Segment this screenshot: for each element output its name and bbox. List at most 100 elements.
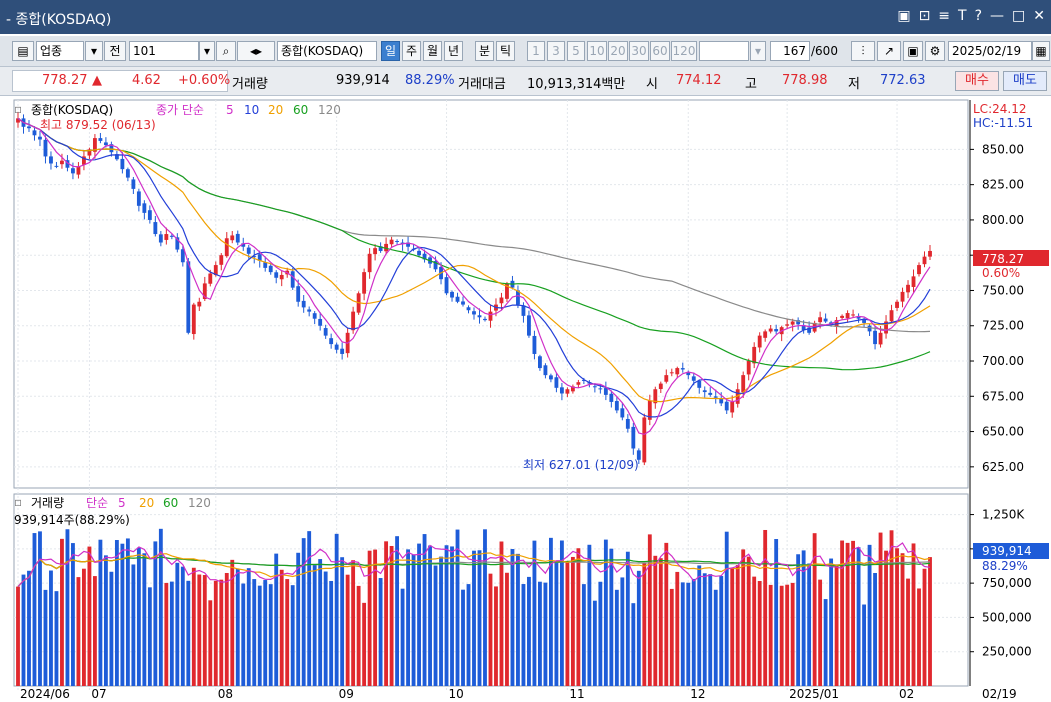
- prev-next-icon[interactable]: ◂▸: [237, 41, 275, 61]
- volume-bar: [301, 538, 306, 686]
- period-day-tab[interactable]: 일: [381, 41, 400, 61]
- volume-bar: [603, 539, 608, 686]
- volume-bar: [439, 556, 443, 686]
- interval-120[interactable]: 120: [671, 41, 697, 61]
- interval-custom-input[interactable]: [699, 41, 749, 61]
- popup-icon[interactable]: ⊡: [918, 8, 931, 24]
- volume-bar: [367, 550, 372, 686]
- volume-bar: [796, 554, 801, 686]
- volume-bar: [851, 540, 856, 686]
- volume-bar: [98, 539, 103, 686]
- candle-body: [620, 408, 625, 418]
- candle-body: [103, 142, 108, 146]
- candle-body: [691, 376, 696, 381]
- candle-body: [76, 166, 81, 175]
- close-button[interactable]: ✕: [1033, 8, 1045, 24]
- interval-20[interactable]: 20: [608, 41, 628, 61]
- volume-bar: [856, 547, 861, 686]
- volume-bar: [246, 568, 251, 686]
- period-year-tab[interactable]: 년: [444, 41, 463, 61]
- candle-body: [746, 361, 751, 375]
- calendar-icon[interactable]: ▦: [1032, 41, 1050, 61]
- period-week-tab[interactable]: 주: [402, 41, 421, 61]
- sell-button[interactable]: 매도: [1003, 71, 1047, 91]
- buy-button[interactable]: 매수: [955, 71, 999, 91]
- minimize-button[interactable]: —: [990, 8, 1005, 24]
- candle-body: [873, 330, 877, 345]
- market-type-dropdown-icon[interactable]: ▾: [85, 41, 103, 61]
- candle-body: [570, 386, 575, 392]
- candle-body: [362, 272, 367, 294]
- maximize-button[interactable]: □: [1012, 8, 1026, 24]
- interval-3[interactable]: 3: [547, 41, 565, 61]
- x-axis-label: 12: [690, 687, 705, 701]
- volume-bar: [378, 578, 383, 686]
- chart-canvas[interactable]: 850.00825.00800.00775.00750.00725.00700.…: [0, 96, 1051, 702]
- indicator-icon[interactable]: ⫶: [851, 41, 875, 61]
- interval-5[interactable]: 5: [567, 41, 585, 61]
- hc-readout: HC:-11.51: [973, 116, 1033, 130]
- candle-body: [472, 311, 476, 315]
- search-icon[interactable]: ⌕: [216, 41, 236, 61]
- volume-bar: [54, 591, 59, 686]
- volume-bar: [334, 533, 339, 686]
- interval-30[interactable]: 30: [629, 41, 649, 61]
- candle-body: [625, 418, 630, 429]
- interval-10[interactable]: 10: [587, 41, 607, 61]
- volume-bar: [763, 529, 768, 686]
- drawing-tools-icon[interactable]: ↗: [877, 41, 901, 61]
- font-icon[interactable]: T: [958, 8, 967, 24]
- date-input[interactable]: 2025/02/19: [948, 41, 1032, 61]
- candle-body: [719, 398, 724, 404]
- candle-body: [488, 311, 493, 321]
- volume-bar: [290, 585, 295, 686]
- interval-1[interactable]: 1: [527, 41, 545, 61]
- save-icon[interactable]: ▣: [903, 41, 923, 61]
- period-tick-tab[interactable]: 틱: [496, 41, 515, 61]
- price-legend-ma60: 60: [293, 103, 308, 117]
- x-axis-label: 02: [899, 687, 914, 701]
- volume-bar: [900, 553, 905, 686]
- jeon-button[interactable]: 전: [104, 41, 126, 61]
- volume-bar: [43, 589, 48, 686]
- price-panel-frame: [13, 99, 969, 489]
- settings-gear-icon[interactable]: ⚙: [925, 41, 945, 61]
- candle-body: [790, 321, 795, 325]
- volume-bar: [884, 550, 888, 686]
- candle-body: [395, 241, 400, 243]
- volume-bar: [202, 575, 207, 686]
- panel-toggle-icon[interactable]: ▤: [12, 41, 34, 61]
- count-input[interactable]: 167: [770, 41, 810, 61]
- period-minute-tab[interactable]: 분: [475, 41, 494, 61]
- candle-body: [532, 335, 537, 354]
- volume-bar: [719, 575, 724, 686]
- price-change-pct: +0.60%: [178, 73, 231, 88]
- period-month-tab[interactable]: 월: [423, 41, 442, 61]
- code-input[interactable]: 101: [129, 41, 199, 61]
- volume-bar: [466, 584, 471, 686]
- interval-60[interactable]: 60: [650, 41, 670, 61]
- interval-dropdown-icon[interactable]: ▾: [750, 41, 766, 61]
- volume-bar: [65, 529, 70, 686]
- volume-bar: [675, 571, 680, 686]
- volume-axis-label: 750,000: [982, 576, 1032, 590]
- volume-legend-ma20: 20: [139, 496, 154, 510]
- volume-bar: [510, 549, 515, 686]
- market-type-select[interactable]: 업종: [36, 41, 84, 61]
- pin-icon[interactable]: ≡: [938, 8, 951, 24]
- candle-body: [614, 401, 619, 411]
- volume-legend-ma60: 60: [163, 496, 178, 510]
- code-dropdown-icon[interactable]: ▾: [199, 41, 215, 61]
- candle-body: [741, 375, 746, 393]
- candle-body: [548, 375, 553, 380]
- candle-body: [318, 318, 323, 326]
- volume-bar: [779, 585, 784, 686]
- volume-bar: [180, 566, 185, 686]
- candle-body: [774, 329, 779, 332]
- candle-body: [658, 383, 663, 390]
- volume-bar: [411, 554, 416, 686]
- candle-body: [840, 315, 845, 318]
- volume-bar: [252, 579, 257, 686]
- layout-icon[interactable]: ▣: [897, 8, 911, 24]
- help-icon[interactable]: ?: [974, 8, 983, 24]
